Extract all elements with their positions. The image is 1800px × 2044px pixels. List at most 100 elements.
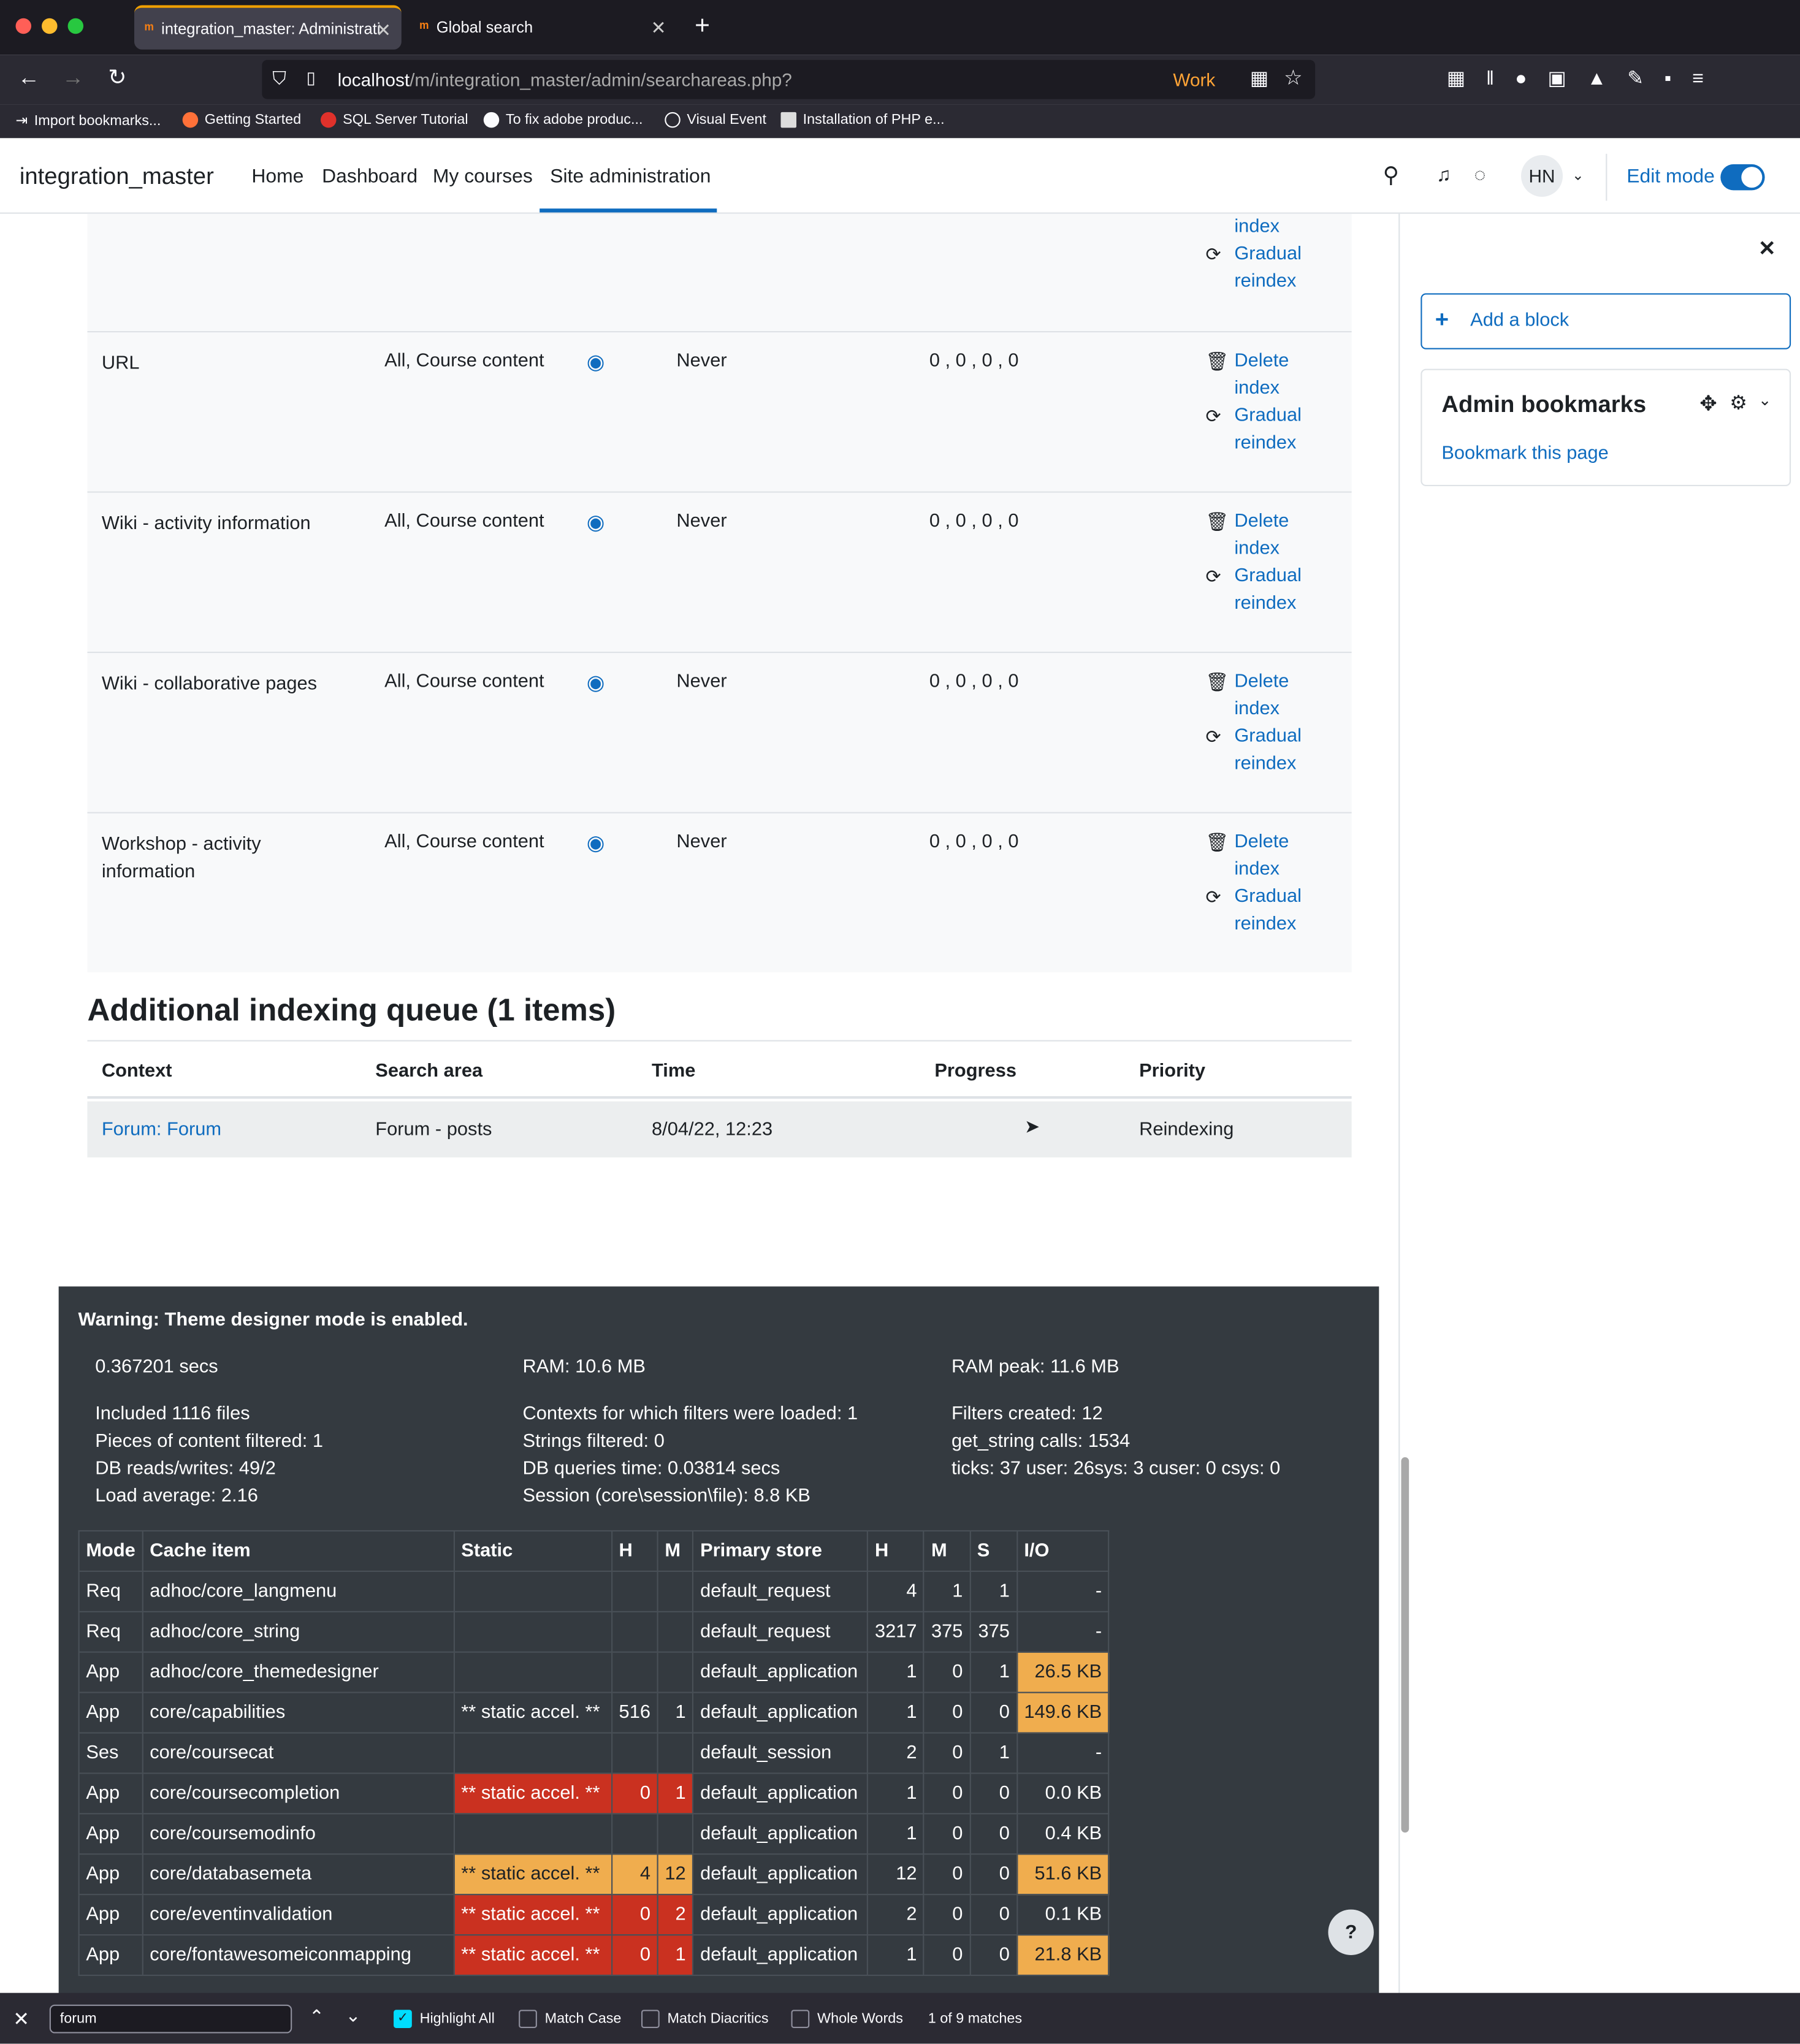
bookmarks-bar: ⇥ Import bookmarks... Getting Started SQL… xyxy=(0,104,1800,139)
minimize-window-icon[interactable] xyxy=(42,18,58,34)
delete-index-link[interactable]: index xyxy=(1234,216,1280,237)
chevron-down-icon[interactable]: ⌄ xyxy=(1571,168,1584,184)
close-tab-icon[interactable]: ✕ xyxy=(375,19,391,40)
site-name[interactable]: integration_master xyxy=(19,162,214,189)
grid-icon[interactable]: ▦ xyxy=(1249,67,1268,90)
back-icon[interactable]: ← xyxy=(17,65,40,90)
cache-cell-m: 0 xyxy=(923,1813,971,1855)
bookmark-item[interactable]: To fix adobe produc... xyxy=(483,112,643,128)
bookmark-item[interactable]: ⇥ Import bookmarks... xyxy=(15,112,161,129)
bookmark-item[interactable]: Getting Started xyxy=(182,112,301,128)
cache-cell-h: 4 xyxy=(867,1570,925,1612)
bookmark-item[interactable]: SQL Server Tutorial xyxy=(320,112,468,128)
gear-icon[interactable]: ⚙ xyxy=(1729,392,1747,415)
cache-cell-sm xyxy=(657,1732,694,1774)
eye-icon[interactable]: ◉ xyxy=(586,352,605,375)
search-icon[interactable]: ⚲ xyxy=(1382,162,1400,188)
page-icon xyxy=(780,112,796,128)
refresh-icon: ⟳ xyxy=(1205,243,1221,265)
gradual-reindex-link[interactable]: ⟳ Gradual reindex xyxy=(1206,241,1302,296)
cache-row: App core/capabilities ** static accel. ** 5… xyxy=(78,1691,1110,1734)
delete-index-link[interactable]: 🗑 Delete index xyxy=(1206,348,1289,403)
forward-icon[interactable]: → xyxy=(61,65,85,90)
reload-icon[interactable]: ↻ xyxy=(108,65,127,90)
delete-index-link[interactable]: 🗑 Delete index xyxy=(1206,669,1289,723)
cache-col: M xyxy=(657,1530,694,1572)
block-title: Admin bookmarks xyxy=(1441,391,1647,418)
close-findbar-icon[interactable]: ✕ xyxy=(13,2008,30,2031)
cache-cell-sm: 2 xyxy=(657,1894,694,1936)
cache-cell-h: 3217 xyxy=(867,1611,925,1653)
url-bar[interactable]: ⛉ ▯ localhost/m/integration_master/admin… xyxy=(262,59,1316,99)
eye-icon[interactable]: ◉ xyxy=(586,512,605,535)
cache-row: App core/fontawesomeiconmapping ** static … xyxy=(78,1934,1110,1977)
last-indexed: Never xyxy=(676,831,727,853)
nav-dashboard[interactable]: Dashboard xyxy=(322,166,418,188)
perf-ram: RAM: 10.6 MB xyxy=(522,1357,646,1378)
close-tab-icon[interactable]: ✕ xyxy=(650,17,666,38)
star-icon[interactable]: ☆ xyxy=(1284,67,1303,90)
col-search-area: Search area xyxy=(375,1061,483,1082)
container-label[interactable]: Work xyxy=(1173,69,1216,90)
scrollbar-thumb[interactable] xyxy=(1401,1457,1409,1833)
cache-cell-item: core/coursemodinfo xyxy=(142,1813,455,1855)
cache-cell-sh xyxy=(611,1732,658,1774)
nav-home[interactable]: Home xyxy=(251,166,304,188)
bell-icon[interactable]: ♫ xyxy=(1436,164,1451,187)
gradual-reindex-link[interactable]: ⟳ Gradual reindex xyxy=(1206,403,1302,457)
cache-col: S xyxy=(969,1530,1018,1572)
url-text[interactable]: localhost/m/integration_master/admin/sea… xyxy=(337,69,792,90)
close-window-icon[interactable] xyxy=(15,18,32,34)
cache-cell-s: 1 xyxy=(969,1732,1018,1774)
match-case-checkbox[interactable]: Match Case xyxy=(519,2010,621,2029)
new-tab-icon[interactable]: + xyxy=(695,12,711,40)
queue-context-link[interactable]: Forum: Forum xyxy=(101,1119,222,1141)
eye-icon[interactable]: ◉ xyxy=(586,833,605,855)
find-input[interactable]: forum xyxy=(49,2004,292,2034)
cache-cell-sh: 0 xyxy=(611,1934,658,1977)
delete-index-link[interactable]: 🗑 Delete index xyxy=(1206,508,1289,563)
perf-stat: Filters created: 12 xyxy=(951,1403,1103,1425)
find-next-icon[interactable]: ⌄ xyxy=(345,2004,361,2026)
maximize-window-icon[interactable] xyxy=(67,18,84,34)
bookmark-item[interactable]: Visual Event xyxy=(665,112,766,128)
nav-my-courses[interactable]: My courses xyxy=(432,166,533,188)
cache-cell-store: default_application xyxy=(692,1934,869,1977)
bookmark-page-link[interactable]: Bookmark this page xyxy=(1441,443,1609,464)
bookmark-item[interactable]: Installation of PHP e... xyxy=(780,112,945,128)
edit-mode-toggle[interactable] xyxy=(1720,164,1765,191)
moodle-favicon-icon: ᵐ xyxy=(144,19,154,38)
perf-stat: Session (core\session\file): 8.8 KB xyxy=(522,1485,811,1507)
delete-index-link[interactable]: 🗑 Delete index xyxy=(1206,829,1289,883)
cache-cell-static xyxy=(453,1651,612,1693)
cache-cell-sh xyxy=(611,1570,658,1612)
find-previous-icon[interactable]: ⌃ xyxy=(308,2005,324,2027)
table-row: URL All, Course content ◉ Never 0 , 0 , … xyxy=(87,331,1352,491)
cache-cell-sm xyxy=(657,1651,694,1693)
move-icon[interactable]: ✥ xyxy=(1699,394,1717,416)
extension-icons[interactable]: ▦ǁ●▣▲✎▪≡ xyxy=(1446,67,1725,90)
nav-site-administration[interactable]: Site administration xyxy=(550,166,711,188)
cache-cell-io: - xyxy=(1016,1570,1110,1612)
cache-cell-h: 1 xyxy=(867,1772,925,1815)
eye-icon[interactable]: ◉ xyxy=(586,673,605,695)
cache-cell-static xyxy=(453,1813,612,1855)
message-icon[interactable]: ◌ xyxy=(1474,164,1486,187)
cache-cell-sm xyxy=(657,1611,694,1653)
cache-cell-io: 149.6 KB xyxy=(1016,1691,1110,1734)
gradual-reindex-link[interactable]: ⟳ Gradual reindex xyxy=(1206,883,1302,938)
cache-cell-mode: App xyxy=(78,1691,143,1734)
add-block-button[interactable]: + Add a block xyxy=(1421,293,1791,349)
whole-words-checkbox[interactable]: Whole Words xyxy=(791,2010,903,2029)
avatar[interactable]: HN xyxy=(1521,154,1563,197)
match-diacritics-checkbox[interactable]: Match Diacritics xyxy=(641,2010,769,2029)
gradual-reindex-link[interactable]: ⟳ Gradual reindex xyxy=(1206,723,1302,778)
close-drawer-icon[interactable]: ✕ xyxy=(1758,238,1776,261)
chevron-down-icon[interactable]: ⌄ xyxy=(1758,391,1772,410)
gradual-reindex-link[interactable]: ⟳ Gradual reindex xyxy=(1206,563,1302,617)
help-button[interactable]: ? xyxy=(1328,1909,1374,1955)
highlight-all-checkbox[interactable]: ✓ Highlight All xyxy=(394,2010,495,2029)
browser-tab[interactable]: ᵐ Global search ✕ xyxy=(410,6,677,50)
browser-tab-active[interactable]: ᵐ integration_master: Administrati ✕ xyxy=(134,5,402,50)
shield-icon[interactable]: ⛉ xyxy=(272,67,286,89)
